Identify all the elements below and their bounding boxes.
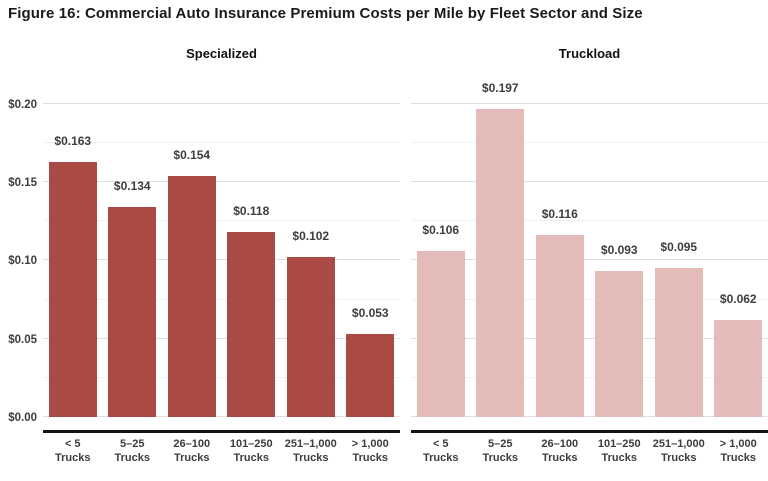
bar-value-label: $0.053 <box>351 306 389 320</box>
panel-truckload: Truckload $0.106 $0.197 $0.116 $0.093 $0.095… <box>411 40 768 465</box>
x-tick-label: > 1,000 Trucks <box>719 438 757 464</box>
gridline-major <box>43 416 400 417</box>
gridline-minor <box>411 141 768 143</box>
gridline-minor <box>411 298 768 300</box>
x-tick-label: 251–1,000 Trucks <box>652 438 705 464</box>
y-tick-label: $0.05 <box>8 333 37 346</box>
chart-area: $0.00 $0.05 $0.10 $0.15 $0.20 Specialized $0… <box>0 40 768 465</box>
x-axis-labels-truckload: < 5 Trucks 5–25 Trucks 26–100 Trucks 101–250 Tr… <box>411 437 768 465</box>
gridline-minor <box>43 220 400 222</box>
bar-truckload-1 <box>476 108 525 417</box>
gridline-major <box>411 102 768 104</box>
x-tick-label: 251–1,000 Trucks <box>284 438 337 464</box>
y-tick-label: $0.00 <box>8 412 37 424</box>
x-tick-label: < 5 Trucks <box>423 438 459 464</box>
gridline-major <box>411 259 768 261</box>
bar-value-label: $0.197 <box>481 80 519 95</box>
bar-specialized-5 <box>346 334 395 417</box>
bar-value-label: $0.106 <box>422 223 460 237</box>
panel-gap <box>400 40 411 465</box>
bar-specialized-4 <box>286 257 335 417</box>
gridline-major <box>411 181 768 183</box>
panel-specialized: Specialized $0.163 $0.134 $0.154 $0.118 $0.1… <box>43 40 400 465</box>
bar-specialized-3 <box>227 232 276 417</box>
figure-title: Figure 16: Commercial Auto Insurance Pre… <box>8 5 643 22</box>
panel-title-truckload: Truckload <box>558 46 621 61</box>
y-axis-ticks: $0.00 $0.05 $0.10 $0.15 $0.20 <box>0 85 40 424</box>
gridline-minor <box>43 141 400 143</box>
bar-value-label: $0.118 <box>233 204 270 219</box>
bar-value-label: $0.154 <box>173 147 211 162</box>
bar-value-label: $0.093 <box>600 243 638 258</box>
gridline-major <box>43 102 400 104</box>
gridline-minor <box>411 220 768 222</box>
y-tick-label: $0.10 <box>8 255 37 268</box>
bar-truckload-3 <box>595 271 644 417</box>
bar-specialized-2 <box>167 175 216 417</box>
gridline-minor <box>43 298 400 300</box>
x-tick-label: 26–100 Trucks <box>541 438 579 464</box>
bar-value-label: $0.163 <box>54 133 92 148</box>
bar-value-label: $0.062 <box>719 291 757 306</box>
gridline-major <box>411 337 768 339</box>
x-tick-label: 5–25 Trucks <box>482 438 518 464</box>
x-tick-label: < 5 Trucks <box>55 438 91 464</box>
plot-specialized: $0.163 $0.134 $0.154 $0.118 $0.102 $0.053 <box>43 85 400 417</box>
bar-value-label: $0.102 <box>292 229 330 244</box>
x-tick-label: 26–100 Trucks <box>173 438 211 464</box>
bar-truckload-0 <box>416 251 465 417</box>
gridline-major <box>43 337 400 339</box>
plot-truckload: $0.106 $0.197 $0.116 $0.093 $0.095 $0.062 <box>411 81 768 417</box>
x-axis-line-truckload <box>411 430 768 433</box>
gridline-major <box>411 416 768 417</box>
bar-truckload-4 <box>654 268 703 417</box>
x-tick-label: 5–25 Trucks <box>114 438 150 464</box>
bar-value-label: $0.095 <box>660 240 698 255</box>
bar-value-label: $0.116 <box>541 207 578 222</box>
y-axis: $0.00 $0.05 $0.10 $0.15 $0.20 <box>0 40 43 465</box>
bar-specialized-1 <box>108 207 157 417</box>
y-tick-label: $0.20 <box>8 98 37 111</box>
x-tick-label: > 1,000 Trucks <box>351 438 389 464</box>
x-axis-labels-specialized: < 5 Trucks 5–25 Trucks 26–100 Trucks 101–250 Tr… <box>43 437 400 465</box>
gridline-major <box>43 259 400 261</box>
bar-specialized-0 <box>48 161 97 417</box>
x-axis-line-specialized <box>43 430 400 433</box>
gridline-major <box>43 181 400 183</box>
y-tick-label: $0.15 <box>8 177 37 190</box>
x-tick-label: 101–250 Trucks <box>229 438 273 464</box>
panel-title-specialized: Specialized <box>186 46 257 61</box>
x-tick-label: 101–250 Trucks <box>597 438 641 464</box>
bar-value-label: $0.134 <box>113 179 151 194</box>
bar-truckload-2 <box>535 235 584 417</box>
bar-truckload-5 <box>714 319 763 417</box>
gridline-minor <box>43 376 400 378</box>
gridline-minor <box>411 376 768 378</box>
